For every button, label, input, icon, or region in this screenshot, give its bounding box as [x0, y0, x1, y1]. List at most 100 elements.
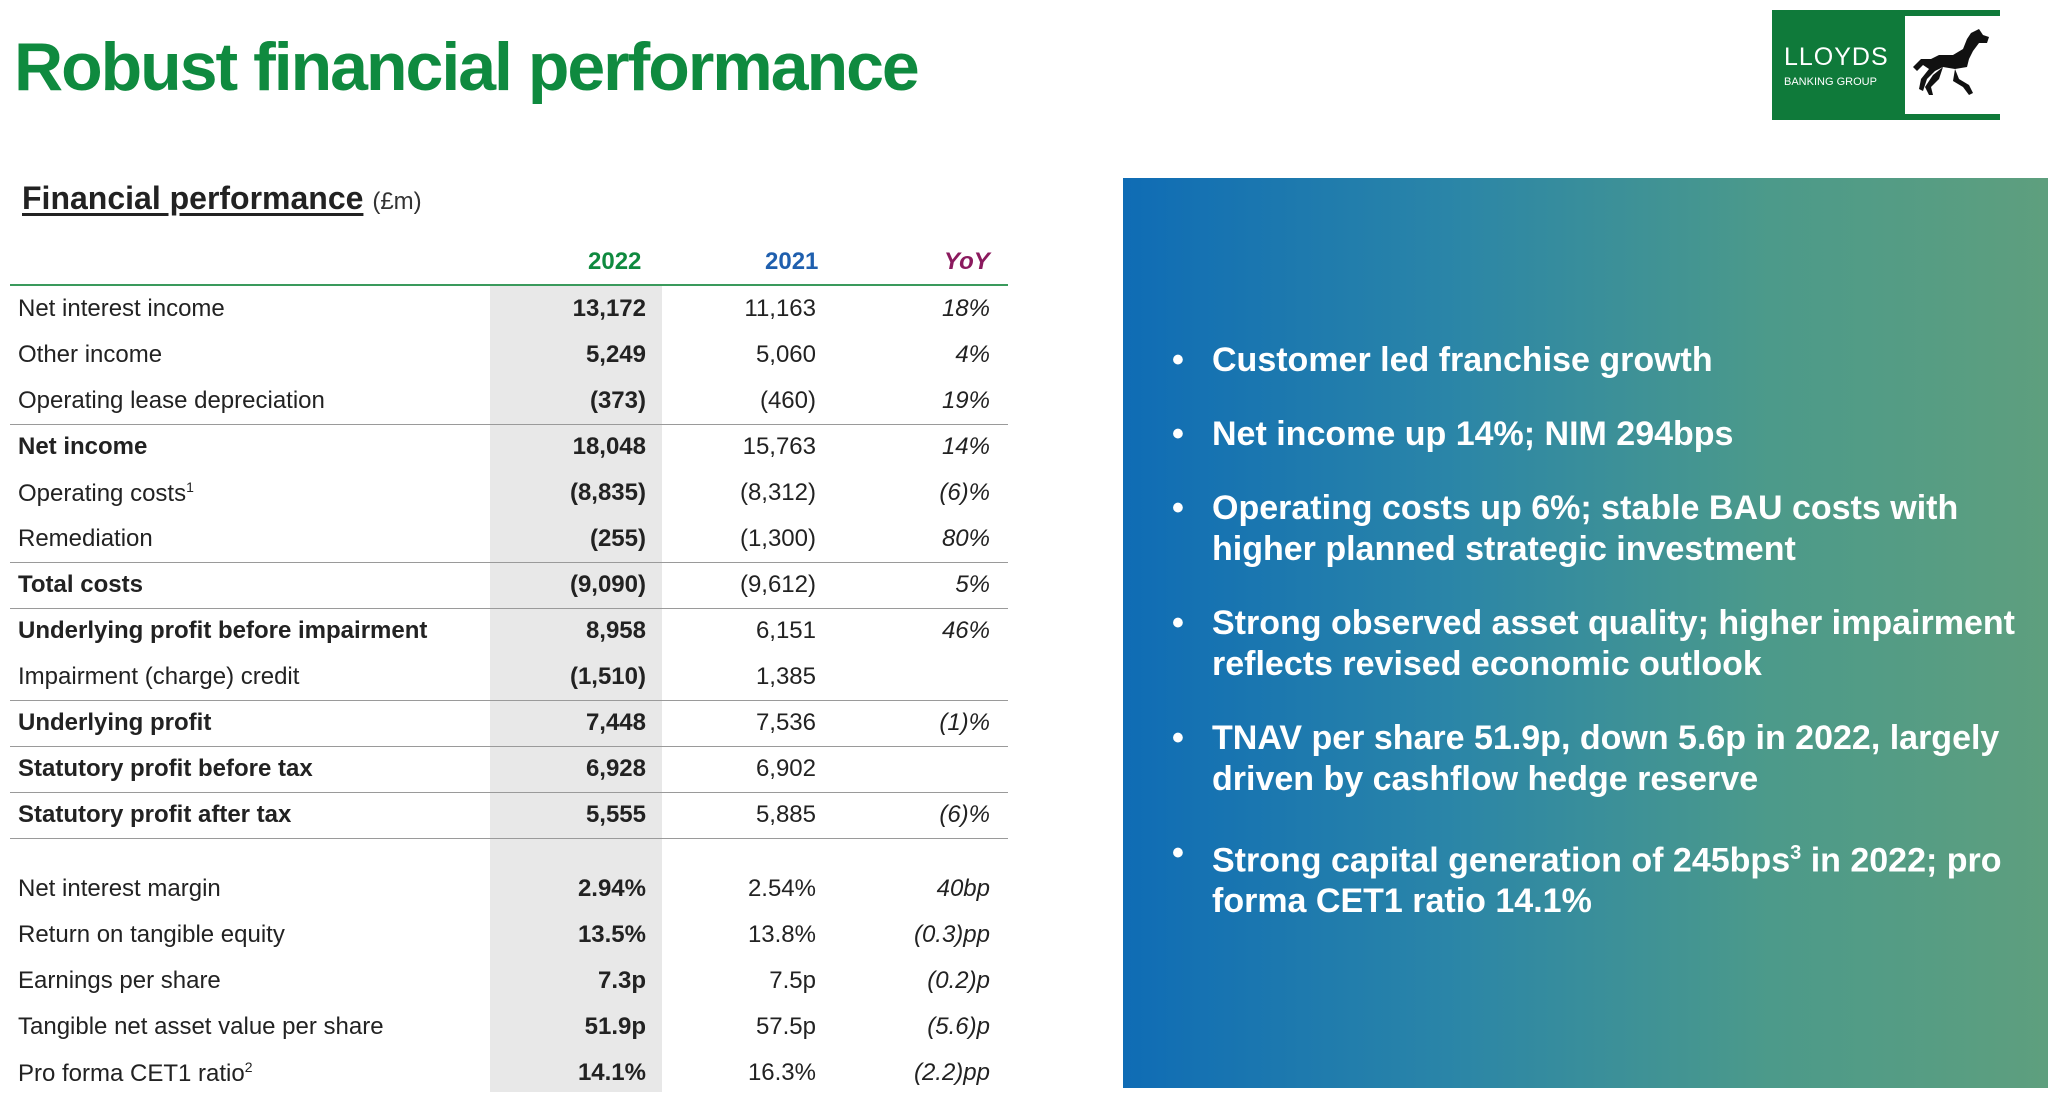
- table-row: Statutory profit before tax 6,928 6,902: [10, 746, 1008, 792]
- value-yoy: 46%: [941, 617, 990, 644]
- value-2021: 6,902: [755, 755, 816, 782]
- table-row: Pro forma CET1 ratio2 14.1% 16.3% (2.2)p…: [10, 1050, 1008, 1096]
- table-row: Net interest margin 2.94% 2.54% 40bp: [10, 866, 1008, 912]
- value-yoy: 5%: [955, 571, 990, 598]
- table-row: Net interest income 13,172 11,163 18%: [10, 286, 1008, 332]
- table-row: Earnings per share 7.3p 7.5p (0.2)p: [10, 958, 1008, 1004]
- value-yoy: 4%: [955, 341, 990, 368]
- value-yoy: 18%: [941, 295, 990, 322]
- table-row: Statutory profit after tax 5,555 5,885 (…: [10, 792, 1008, 838]
- value-2022: 6,928: [585, 755, 646, 782]
- highlight-item: Operating costs up 6%; stable BAU costs …: [1170, 488, 2040, 570]
- row-divider: [10, 700, 1008, 701]
- value-2022: 5,555: [585, 801, 646, 828]
- value-2021: 7,536: [755, 709, 816, 736]
- value-2021: 13.8%: [747, 921, 816, 948]
- row-label: Pro forma CET1 ratio2: [18, 1058, 253, 1087]
- table-row: Return on tangible equity 13.5% 13.8% (0…: [10, 912, 1008, 958]
- value-2022: (373): [589, 387, 646, 414]
- row-label: Total costs: [18, 571, 143, 598]
- logo-name: LLOYDS: [1784, 42, 1889, 71]
- header-divider: [10, 284, 1008, 286]
- value-2022: 13,172: [572, 295, 646, 322]
- row-label: Return on tangible equity: [18, 921, 285, 948]
- value-2022: (8,835): [569, 479, 646, 506]
- table-row: Impairment (charge) credit (1,510) 1,385: [10, 654, 1008, 700]
- value-yoy: (6)%: [939, 801, 990, 828]
- row-label: Operating lease depreciation: [18, 387, 325, 414]
- value-yoy: 14%: [941, 433, 990, 460]
- value-yoy: (1)%: [939, 709, 990, 736]
- highlight-item: Strong capital generation of 245bps3 in …: [1170, 833, 2040, 922]
- row-label: Net income: [18, 433, 148, 460]
- row-label: Operating costs1: [18, 478, 194, 507]
- value-yoy: 40bp: [936, 875, 990, 902]
- value-2021: 7.5p: [769, 967, 816, 994]
- table-row: Operating costs1 (8,835) (8,312) (6)%: [10, 470, 1008, 516]
- table-row: Total costs (9,090) (9,612) 5%: [10, 562, 1008, 608]
- row-divider: [10, 562, 1008, 563]
- logo-subtitle: BANKING GROUP: [1784, 75, 1877, 88]
- value-2022: 7,448: [585, 709, 646, 736]
- value-2021: 1,385: [755, 663, 816, 690]
- value-2021: 2.54%: [747, 875, 816, 902]
- value-2022: 7.3p: [597, 967, 646, 994]
- row-label: Other income: [18, 341, 163, 368]
- value-yoy: 80%: [941, 525, 990, 552]
- page-title: Robust financial performance: [14, 29, 920, 105]
- table-row: Tangible net asset value per share 51.9p…: [10, 1004, 1008, 1050]
- value-2021: (460): [759, 387, 816, 414]
- value-2021: 5,885: [755, 801, 816, 828]
- col-header-yoy: YoY: [944, 248, 990, 275]
- row-label: Underlying profit: [18, 709, 212, 736]
- value-2021: 6,151: [755, 617, 816, 644]
- value-2021: 16.3%: [747, 1059, 816, 1086]
- row-label: Underlying profit before impairment: [18, 617, 428, 644]
- table-row: Other income 5,249 5,060 4%: [10, 332, 1008, 378]
- value-2022: (1,510): [569, 663, 646, 690]
- value-2021: 57.5p: [755, 1013, 816, 1040]
- value-2021: (9,612): [739, 571, 816, 598]
- value-2022: 13.5%: [577, 921, 646, 948]
- row-divider: [10, 838, 1008, 839]
- value-yoy: (2.2)pp: [913, 1059, 990, 1086]
- table-row: Remediation (255) (1,300) 80%: [10, 516, 1008, 562]
- value-2022: 14.1%: [577, 1059, 646, 1086]
- highlight-item: TNAV per share 51.9p, down 5.6p in 2022,…: [1170, 718, 2040, 800]
- col-header-2021: 2021: [765, 248, 819, 275]
- value-2021: (8,312): [739, 479, 816, 506]
- value-2022: 51.9p: [584, 1013, 646, 1040]
- row-label: Earnings per share: [18, 967, 221, 994]
- row-divider: [10, 608, 1008, 609]
- value-yoy: (0.2)p: [927, 967, 990, 994]
- table-row: Underlying profit 7,448 7,536 (1)%: [10, 700, 1008, 746]
- col-header-2022: 2022: [588, 248, 642, 275]
- value-yoy: 19%: [941, 387, 990, 414]
- horse-icon: [1904, 16, 2000, 114]
- value-2022: (255): [589, 525, 646, 552]
- value-2022: 18,048: [572, 433, 646, 460]
- value-yoy: (6)%: [939, 479, 990, 506]
- value-2021: (1,300): [739, 525, 816, 552]
- row-label: Impairment (charge) credit: [18, 663, 300, 690]
- table-row: Net income 18,048 15,763 14%: [10, 424, 1008, 470]
- row-label: Tangible net asset value per share: [18, 1013, 384, 1040]
- section-title: Financial performance (£m): [22, 180, 422, 217]
- lloyds-logo: LLOYDS BANKING GROUP: [1772, 10, 2000, 120]
- value-yoy: (0.3)pp: [913, 921, 990, 948]
- value-2021: 15,763: [742, 433, 816, 460]
- table-row: Operating lease depreciation (373) (460)…: [10, 378, 1008, 424]
- highlights-list: Customer led franchise growth Net income…: [1170, 340, 2040, 955]
- value-2022: 5,249: [585, 341, 646, 368]
- highlight-item: Customer led franchise growth: [1170, 340, 2040, 381]
- row-label: Net interest margin: [18, 875, 221, 902]
- section-heading: Financial performance: [22, 180, 364, 216]
- row-divider: [10, 792, 1008, 793]
- value-yoy: (5.6)p: [927, 1013, 990, 1040]
- value-2022: 2.94%: [577, 875, 646, 902]
- row-divider: [10, 746, 1008, 747]
- value-2022: 8,958: [585, 617, 646, 644]
- row-label: Remediation: [18, 525, 153, 552]
- value-2022: (9,090): [569, 571, 646, 598]
- highlight-item: Strong observed asset quality; higher im…: [1170, 603, 2040, 685]
